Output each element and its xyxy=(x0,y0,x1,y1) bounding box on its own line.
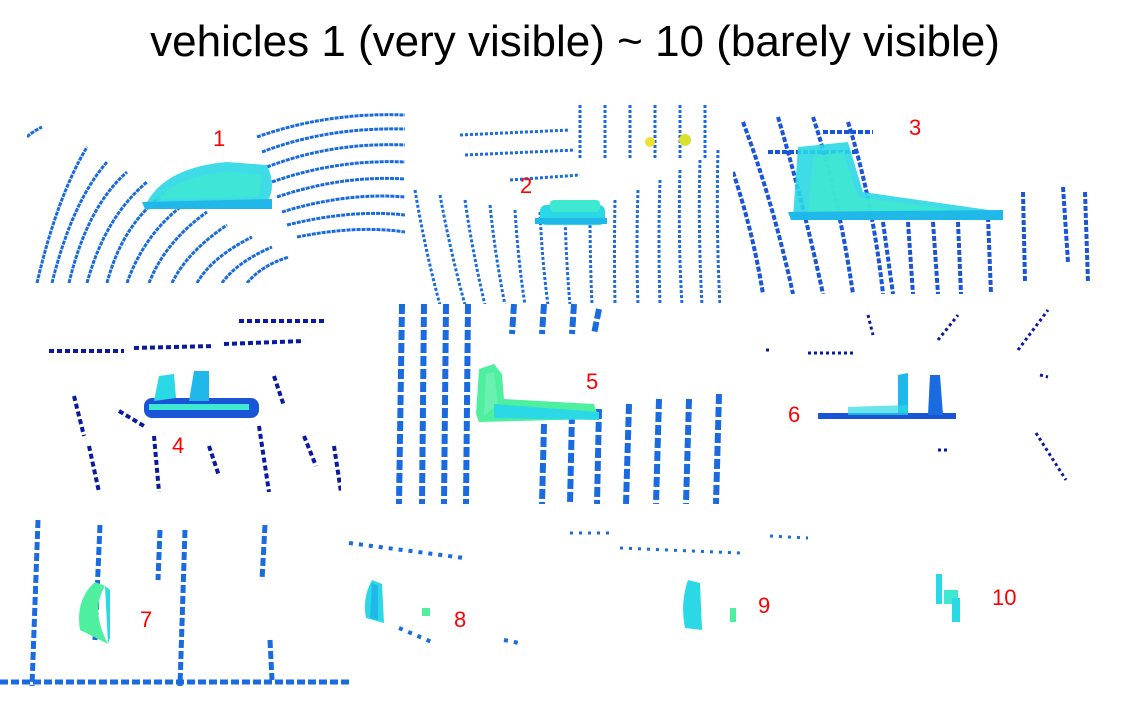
panel-vehicle-1: 1 xyxy=(27,107,405,283)
vehicle-label-6: 6 xyxy=(788,402,801,427)
vehicle-points-8 xyxy=(364,580,430,623)
point-cloud-10 xyxy=(936,574,960,622)
vehicle-label-7: 7 xyxy=(140,607,153,632)
point-cloud-6 xyxy=(766,309,1068,481)
vehicle-points-9 xyxy=(683,580,736,630)
panel-vehicle-5: 5 xyxy=(394,304,734,504)
point-cloud-5 xyxy=(396,304,722,504)
vehicle-label-10: 10 xyxy=(992,585,1017,610)
vehicle-label-3: 3 xyxy=(909,115,922,140)
vehicle-label-1: 1 xyxy=(213,126,226,151)
vehicle-points-6 xyxy=(818,373,956,419)
point-cloud-3 xyxy=(733,116,1090,294)
panel-vehicle-6: 6 xyxy=(758,305,1068,485)
vehicle-label-4: 4 xyxy=(172,433,185,458)
point-cloud-8 xyxy=(348,541,520,645)
point-cloud-9 xyxy=(570,531,809,630)
point-cloud-7 xyxy=(0,520,352,686)
panel-vehicle-9: 9 xyxy=(540,528,810,654)
point-cloud-2 xyxy=(413,105,721,305)
panel-vehicle-10: 10 xyxy=(900,560,1060,640)
vehicle-label-2: 2 xyxy=(520,173,533,198)
vehicle-points-10 xyxy=(936,574,960,622)
vehicle-points-7 xyxy=(79,582,110,644)
panel-vehicle-8: 8 xyxy=(344,528,570,656)
panel-vehicle-3: 3 xyxy=(733,112,1090,294)
panel-vehicle-4: 4 xyxy=(44,316,341,492)
vehicle-label-5: 5 xyxy=(586,369,599,394)
vehicle-points-4 xyxy=(144,371,259,418)
point-cloud-4 xyxy=(49,319,341,492)
panel-vehicle-2: 2 xyxy=(410,100,721,305)
vehicle-points-5 xyxy=(476,364,599,422)
vehicle-points-1 xyxy=(142,162,272,209)
panel-vehicle-7: 7 xyxy=(0,520,352,686)
vehicle-label-8: 8 xyxy=(454,607,467,632)
vehicle-points-3 xyxy=(788,142,1003,220)
vehicle-label-9: 9 xyxy=(758,593,771,618)
point-cloud-1 xyxy=(27,113,405,283)
vehicle-points-2 xyxy=(535,200,607,225)
page-title: vehicles 1 (very visible) ~ 10 (barely v… xyxy=(150,17,1000,66)
